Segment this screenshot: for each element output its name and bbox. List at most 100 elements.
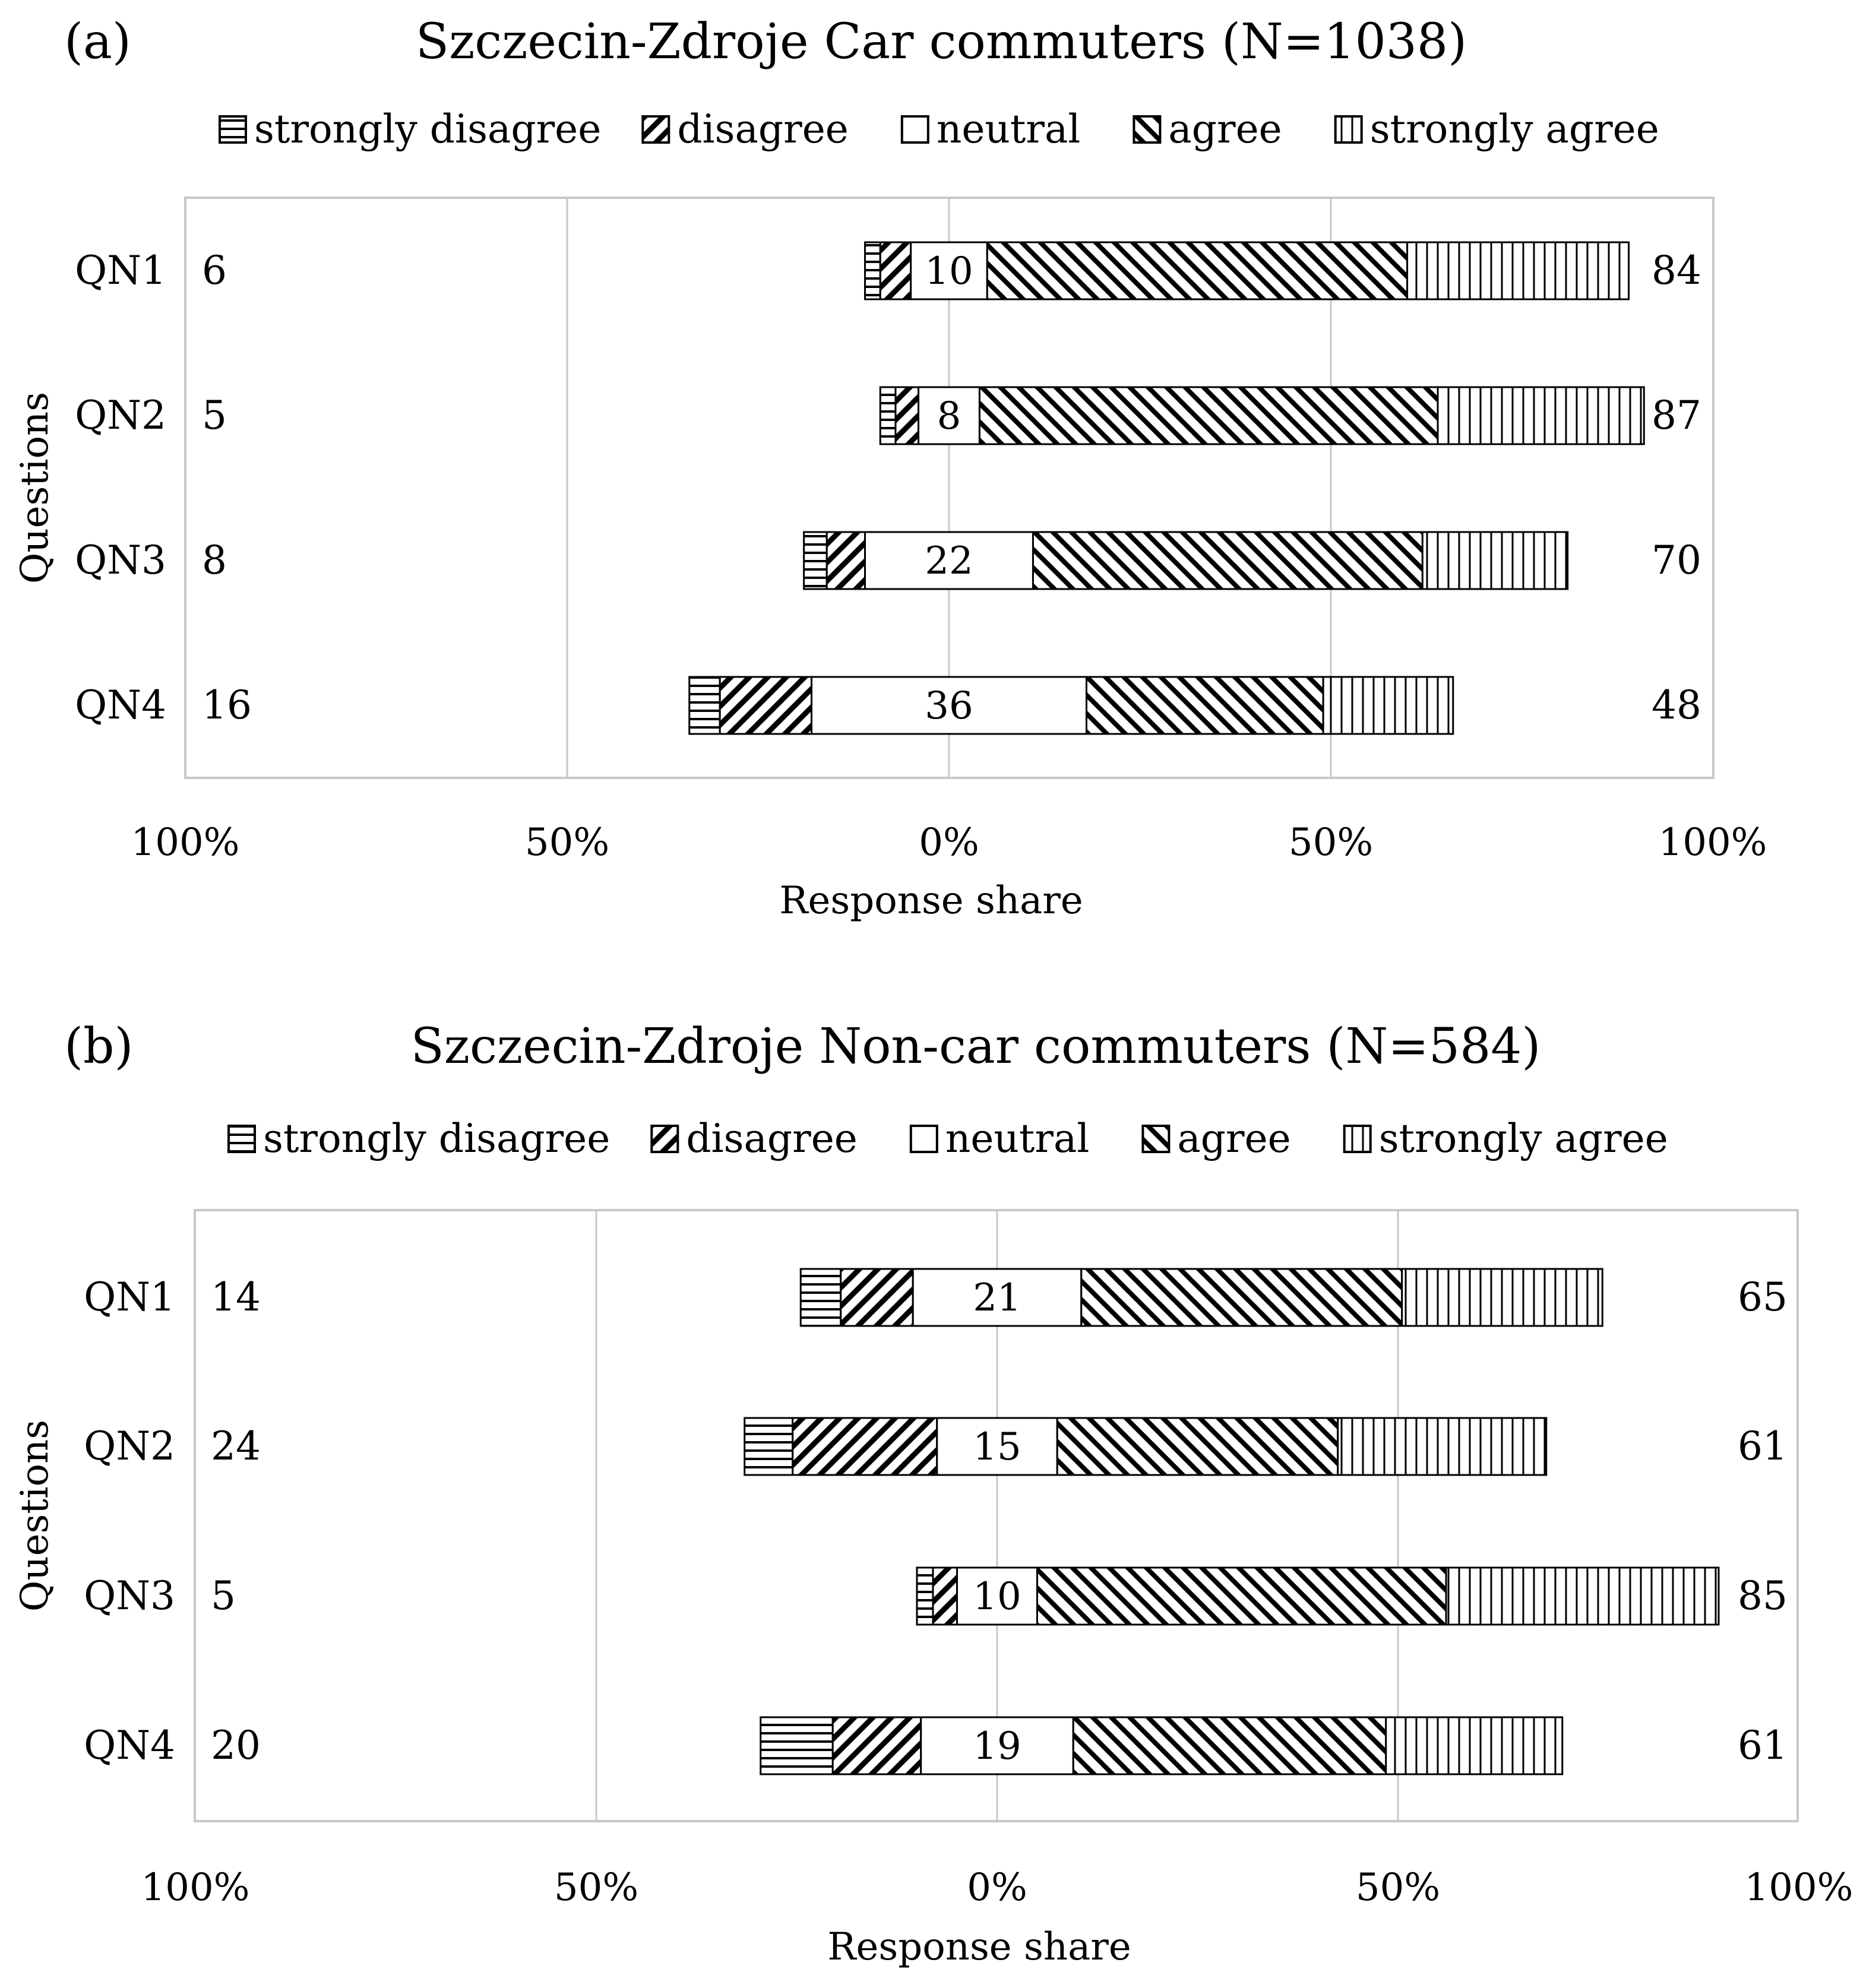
x-axis-label: Response share [779,879,1083,923]
y-axis-label: Questions [13,392,57,584]
bar-segment-strongly-disagree [916,1566,934,1626]
category-label: QN2 [75,392,166,438]
legend-label: neutral [945,1116,1090,1161]
category-label: QN4 [84,1723,175,1768]
legend-swatch [900,115,929,144]
bar-segment-strongly-disagree [803,531,828,590]
neutral-value-label: 36 [925,684,973,728]
bar-segment-disagree [792,1417,938,1476]
category-label: QN3 [84,1573,175,1619]
bar-segment-agree [1085,676,1324,735]
disagree-total-label: 5 [202,392,227,438]
bar-segment-neutral [920,1716,1074,1775]
agree-total-label: 61 [1738,1723,1788,1768]
category-label: QN4 [75,682,166,728]
x-tick-label: 100% [141,1866,250,1910]
legend-label: strongly disagree [254,106,601,152]
x-tick-label: 0% [967,1866,1027,1910]
legend-item-disagree: disagree [641,106,849,152]
bar-segment-strongly-agree [1437,386,1645,445]
bar-segment-agree [978,386,1439,445]
chart-panel-1: (a) Szczecin-Zdroje Car commuters (N=1038… [13,14,1767,923]
panel-label: (a) [64,14,131,70]
category-label: QN1 [84,1274,175,1320]
disagree-total-label: 24 [211,1423,261,1469]
agree-total-label: 85 [1738,1573,1788,1619]
legend-label: agree [1168,106,1282,152]
neutral-value-label: 21 [973,1276,1021,1320]
agree-total-label: 48 [1652,682,1701,728]
x-tick-label: 50% [1356,1866,1440,1910]
x-tick-label: 100% [1745,1866,1853,1910]
bar-segment-neutral [811,676,1087,735]
bar-segment-agree [1056,1417,1339,1476]
bar-segment-strongly-agree [1322,676,1454,735]
bar-segment-neutral [910,241,988,300]
neutral-value-label: 10 [973,1575,1021,1619]
x-tick-label: 50% [525,821,609,865]
legend-item-disagree: disagree [650,1116,858,1161]
bar-row-QN1: QN1 14 21 65 [84,1268,1788,1327]
x-tick-label: 0% [919,821,979,865]
bar-segment-disagree [831,1716,922,1775]
bar-segment-strongly-agree [1385,1716,1564,1775]
x-axis-label: Response share [827,1925,1131,1969]
bar-segment-agree [1080,1268,1403,1327]
neutral-value-label: 10 [925,249,973,293]
legend-label: disagree [686,1116,858,1161]
agree-total-label: 70 [1652,537,1701,583]
bar-segment-agree [1032,531,1424,590]
disagree-total-label: 5 [211,1573,236,1619]
x-tick-label: 50% [554,1866,638,1910]
legend-swatch [909,1125,938,1153]
disagree-total-label: 6 [202,248,227,293]
bar-segment-strongly-disagree [879,386,897,445]
legend-item-strongly-agree: strongly agree [1343,1116,1668,1161]
bar-segment-disagree [825,531,866,590]
bar-segment-strongly-disagree [688,676,721,735]
legend-item-agree: agree [1141,1116,1291,1161]
bar-segment-strongly-agree [1421,531,1569,590]
category-label: QN1 [75,248,166,293]
bar-row-QN2: QN2 24 15 61 [84,1417,1788,1476]
agree-total-label: 84 [1652,248,1701,293]
agree-total-label: 61 [1738,1423,1788,1469]
neutral-value-label: 15 [973,1425,1021,1469]
bar-segment-neutral [936,1417,1058,1476]
chart-title: Szczecin-Zdroje Car commuters (N=1038) [416,14,1467,70]
bar-segment-strongly-agree [1406,241,1630,300]
bar-segment-disagree [840,1268,914,1327]
bar-row-QN3: QN3 5 10 85 [84,1566,1788,1626]
bar-row-QN3: QN3 8 22 70 [75,531,1701,590]
neutral-value-label: 19 [973,1724,1021,1768]
legend-item-neutral: neutral [909,1116,1090,1161]
bar-row-QN4: QN4 20 19 61 [84,1716,1788,1775]
bar-segment-neutral [912,1268,1083,1327]
chart-title: Szczecin-Zdroje Non-car commuters (N=584… [411,1018,1541,1075]
legend: strongly disagree disagree neutral agree str… [219,106,1659,152]
bar-segment-strongly-disagree [744,1417,794,1476]
neutral-value-label: 8 [937,394,961,438]
legend-item-strongly-disagree: strongly disagree [227,1116,610,1161]
bar-segment-disagree [894,386,920,445]
disagree-total-label: 8 [202,537,227,583]
disagree-total-label: 14 [211,1274,261,1320]
legend-swatch [1133,115,1162,144]
legend-swatch [227,1125,256,1153]
legend-item-neutral: neutral [900,106,1080,152]
legend-swatch [641,115,670,144]
bar-segment-disagree [932,1566,958,1626]
legend-swatch [1141,1125,1171,1153]
bar-segment-strongly-disagree [864,241,881,300]
disagree-total-label: 16 [202,682,252,728]
neutral-value-label: 22 [925,539,973,583]
bar-segment-disagree [719,676,813,735]
legend-swatch [650,1125,679,1153]
bar-segment-strongly-agree [1445,1566,1720,1626]
legend-label: strongly disagree [263,1116,610,1161]
bar-segment-strongly-disagree [760,1716,834,1775]
legend-item-agree: agree [1133,106,1282,152]
bar-segment-agree [986,241,1409,300]
category-label: QN2 [84,1423,175,1469]
bar-segment-strongly-agree [1337,1417,1548,1476]
